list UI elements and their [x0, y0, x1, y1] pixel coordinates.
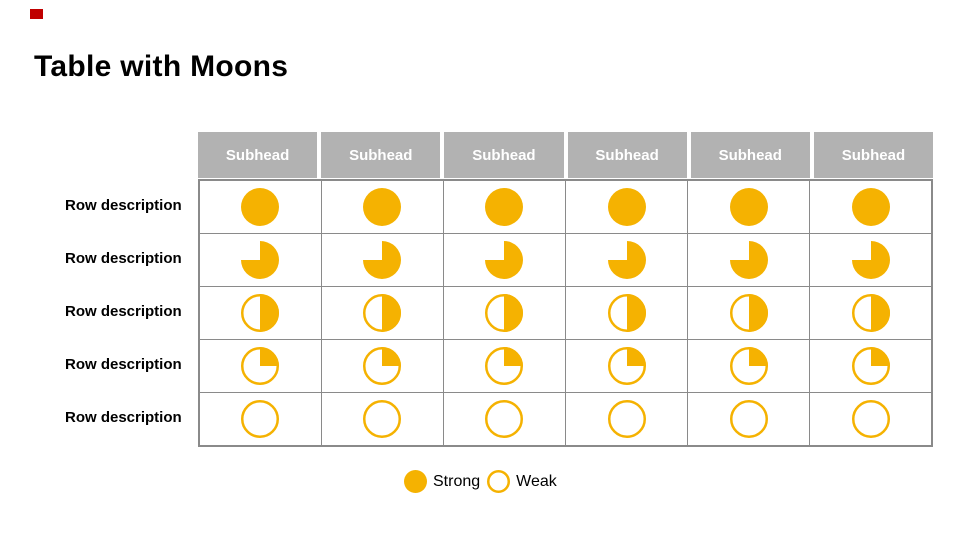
moon-0-icon	[607, 400, 647, 438]
table-cell	[320, 286, 444, 340]
moon-50-icon	[240, 294, 280, 332]
table-cell	[320, 339, 444, 393]
table-cell	[198, 233, 322, 287]
moon-0-icon	[729, 400, 769, 438]
page-title: Table with Moons	[34, 50, 289, 84]
table-cell	[442, 233, 566, 287]
column-header: Subhead	[321, 132, 441, 178]
table-header-row: Subhead Subhead Subhead Subhead Subhead Subhe…	[198, 132, 934, 178]
table-row	[198, 179, 933, 234]
column-header: Subhead	[198, 132, 318, 178]
legend-strong-icon	[403, 469, 428, 494]
moon-100-icon	[851, 188, 891, 226]
table-cell	[809, 179, 933, 234]
moon-75-icon	[607, 241, 647, 279]
table-cell	[320, 392, 444, 447]
table-cell	[442, 286, 566, 340]
row-label: Row description	[65, 409, 182, 426]
moon-100-icon	[607, 188, 647, 226]
table-cell	[198, 392, 322, 447]
table-cell	[564, 233, 689, 287]
moon-0-icon	[240, 400, 280, 438]
table-cell	[687, 233, 811, 287]
moon-25-icon	[851, 347, 891, 385]
table-cell	[320, 179, 444, 234]
table-cell	[198, 286, 322, 340]
legend-strong-label: Strong	[433, 472, 481, 490]
row-label: Row description	[65, 303, 182, 320]
row-label: Row description	[65, 250, 182, 267]
table-cell	[809, 339, 933, 393]
moon-50-icon	[362, 294, 402, 332]
table-cell	[564, 392, 689, 447]
moon-0-icon	[851, 400, 891, 438]
moon-50-icon	[607, 294, 647, 332]
moon-50-icon	[484, 294, 524, 332]
row-label: Row description	[65, 197, 182, 214]
table-cell	[442, 392, 566, 447]
slide-accent-mark	[30, 9, 43, 19]
table-cell	[564, 286, 689, 340]
table-cell	[687, 286, 811, 340]
table-row	[198, 339, 933, 393]
moon-50-icon	[851, 294, 891, 332]
moon-75-icon	[729, 241, 769, 279]
moon-100-icon	[484, 188, 524, 226]
table-cell	[564, 339, 689, 393]
table-cell	[198, 179, 322, 234]
moon-25-icon	[240, 347, 280, 385]
table-cell	[809, 286, 933, 340]
moon-100-icon	[362, 188, 402, 226]
column-header: Subhead	[813, 132, 934, 178]
table-cell	[198, 339, 322, 393]
table-row	[198, 392, 933, 447]
moons-table	[198, 179, 933, 447]
moon-75-icon	[851, 241, 891, 279]
moon-75-icon	[362, 241, 402, 279]
table-cell	[687, 179, 811, 234]
moon-25-icon	[484, 347, 524, 385]
legend-weak-icon	[486, 469, 511, 494]
table-cell	[809, 392, 933, 447]
moon-75-icon	[240, 241, 280, 279]
legend: Strong Weak	[403, 469, 557, 494]
column-header: Subhead	[444, 132, 564, 178]
moon-0-icon	[362, 400, 402, 438]
moon-75-icon	[484, 241, 524, 279]
table-cell	[564, 179, 689, 234]
moon-100-icon	[240, 188, 280, 226]
moon-50-icon	[729, 294, 769, 332]
table-row	[198, 233, 933, 287]
moon-25-icon	[362, 347, 402, 385]
moons-table-body	[198, 179, 933, 447]
row-labels-column: Row description Row description Row descri…	[65, 179, 195, 444]
table-cell	[320, 233, 444, 287]
moon-25-icon	[729, 347, 769, 385]
row-label: Row description	[65, 356, 182, 373]
moon-25-icon	[607, 347, 647, 385]
moon-0-icon	[484, 400, 524, 438]
moon-100-icon	[729, 188, 769, 226]
table-cell	[687, 392, 811, 447]
column-header: Subhead	[690, 132, 810, 178]
table-cell	[442, 339, 566, 393]
table-cell	[687, 339, 811, 393]
table-cell	[809, 233, 933, 287]
legend-weak-label: Weak	[516, 472, 557, 490]
table-cell	[442, 179, 566, 234]
table-row	[198, 286, 933, 340]
column-header: Subhead	[567, 132, 687, 178]
